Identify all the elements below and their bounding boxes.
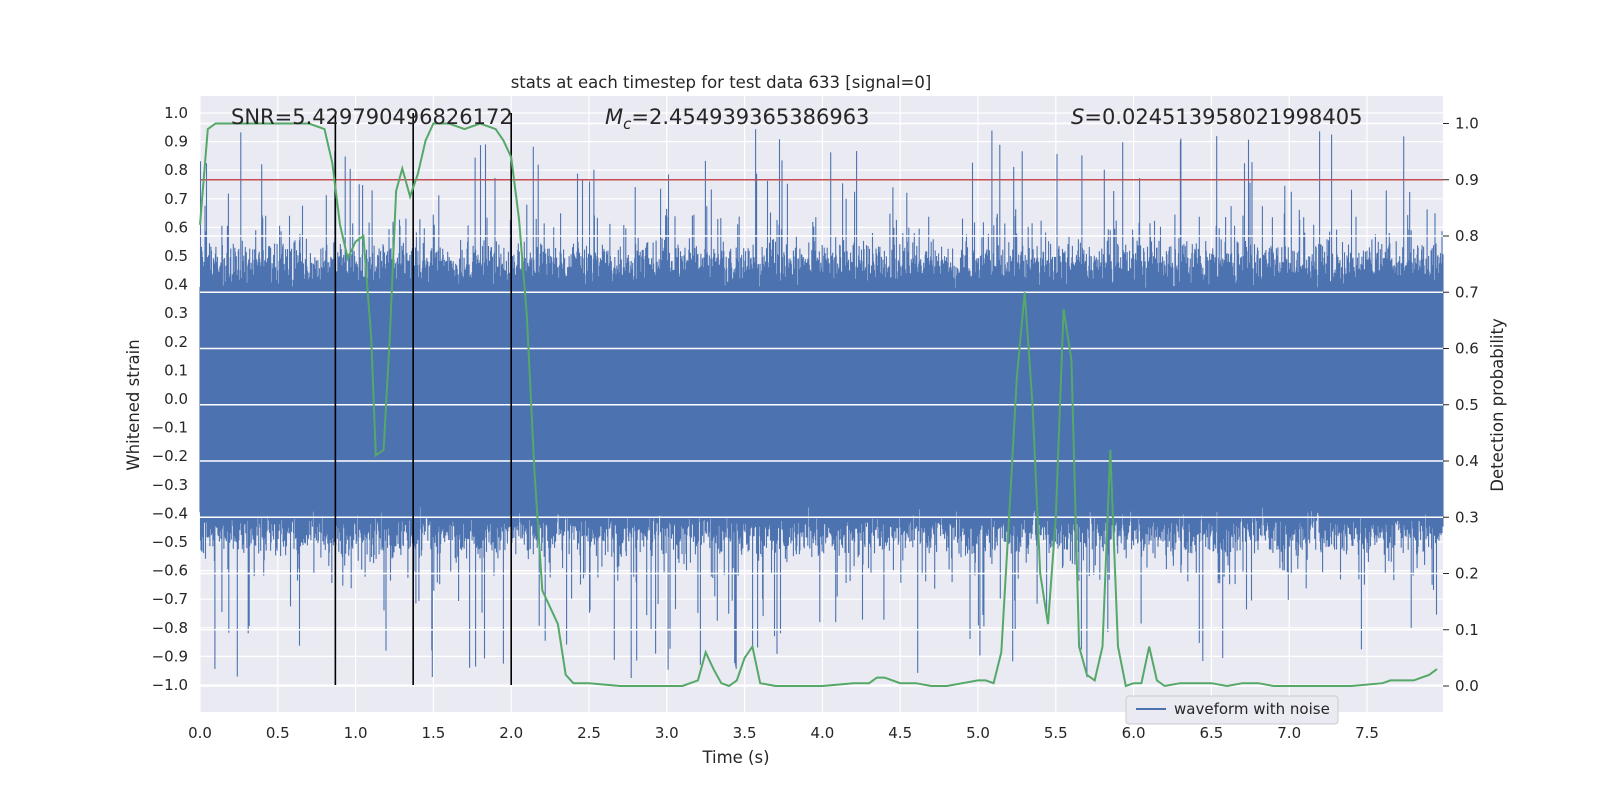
detection-probability-series [199,122,1438,688]
y-left-tick-label: 0.9 [164,133,188,151]
y-left-tick-label: 0.3 [164,304,188,322]
y-left-tick-labels: 1.0 0.9 0.8 0.7 0.6 0.5 0.4 0.3 0.2 0.1 0.0 −0.1 −0.… [152,104,188,694]
y-left-tick-label: 0.5 [164,247,188,265]
y-left-tick-label: −0.8 [152,619,188,637]
y-left-tick-label: −0.1 [152,419,188,437]
y-right-tick-label: 0.8 [1455,227,1479,245]
x-tick-label: 3.0 [655,724,679,742]
y-left-tick-label: −0.4 [152,504,188,522]
y-right-tick-label: 0.0 [1455,677,1479,695]
y-right-tick-label: 0.5 [1455,396,1479,414]
y-left-tick-label: −0.7 [152,590,188,608]
y-left-tick-label: 0.2 [164,333,188,351]
mc-subscript: c [623,115,632,133]
y-left-tick-label: −0.6 [152,562,188,580]
y-right-tick-label: 1.0 [1455,115,1479,133]
legend-entry-waveform: waveform with noise [1174,700,1330,718]
detection-probability-line [199,122,1438,688]
y-left-tick-label: 0.1 [164,361,188,379]
x-tick-label: 7.0 [1277,724,1301,742]
x-tick-label: 4.5 [888,724,912,742]
x-tick-labels: 0.0 0.5 1.0 1.5 2.0 2.5 3.0 3.5 4.0 4.5 5.0 5.5 6.0 6… [188,724,1379,742]
x-axis-label: Time (s) [701,748,769,767]
x-tick-label: 5.5 [1044,724,1068,742]
x-tick-label: 2.5 [577,724,601,742]
y-left-tick-label: −0.5 [152,533,188,551]
y-right-tick-label: 0.1 [1455,621,1479,639]
x-tick-label: 0.0 [188,724,212,742]
mc-symbol: M [605,105,623,129]
y-left-tick-label: −0.3 [152,476,188,494]
mc-value: =2.454939365386963 [631,105,869,129]
chart-title: stats at each timestep for test data 633… [511,73,932,92]
x-tick-label: 6.5 [1199,724,1223,742]
y-left-tick-label: 0.4 [164,276,188,294]
y-left-tick-label: −0.9 [152,647,188,665]
waveform-series [199,129,1444,678]
x-tick-label: 4.0 [810,724,834,742]
x-tick-label: 1.5 [421,724,445,742]
y-left-tick-label: −0.2 [152,447,188,465]
s-value: =0.024513958021998405 [1084,105,1362,129]
y-left-tick-label: 0.8 [164,161,188,179]
s-symbol: S [1071,105,1084,129]
s-annotation: S=0.024513958021998405 [1071,105,1362,129]
y-right-tick-label: 0.9 [1455,171,1479,189]
waveform-path [199,129,1444,678]
y-left-tick-label: 0.7 [164,190,188,208]
snr-annotation: SNR=5.429790496826172 [231,105,513,129]
legend-box [1125,695,1339,725]
legend: waveform with noise [1125,695,1339,725]
x-tick-label: 3.5 [733,724,757,742]
y-right-tick-label: 0.4 [1455,452,1479,470]
vertical-markers [334,113,513,685]
x-tick-label: 7.5 [1355,724,1379,742]
mc-annotation: Mc=2.454939365386963 [605,105,869,133]
y-left-tick-label: 0.6 [164,218,188,236]
x-tick-label: 6.0 [1122,724,1146,742]
y-right-tick-label: 0.7 [1455,283,1479,301]
y-right-tick-label: 0.6 [1455,340,1479,358]
y-left-tick-label: 0.0 [164,390,188,408]
x-tick-label: 0.5 [266,724,290,742]
x-tick-label: 1.0 [344,724,368,742]
y-right-tick-label: 0.3 [1455,508,1479,526]
y-left-tick-label: −1.0 [152,676,188,694]
x-tick-label: 2.0 [499,724,523,742]
y-right-tick-label: 0.2 [1455,565,1479,583]
y-left-tick-label: 1.0 [164,104,188,122]
y-left-axis-label: Whitened strain [124,339,143,470]
y-right-tick-labels: 1.0 0.9 0.8 0.7 0.6 0.5 0.4 0.3 0.2 0.1 0.0 [1443,115,1479,695]
x-tick-label: 5.0 [966,724,990,742]
y-right-axis-label: Detection probability [1488,318,1507,492]
